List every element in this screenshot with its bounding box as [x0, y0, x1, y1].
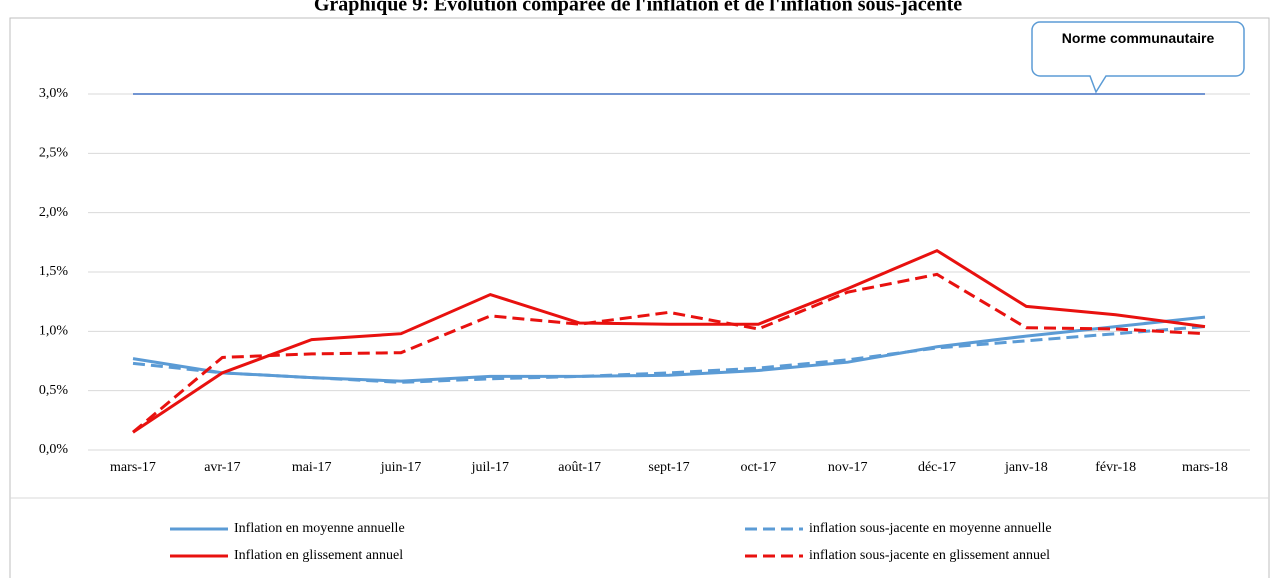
- y-tick-label: 1,0%: [39, 324, 69, 339]
- y-tick-label: 0,5%: [39, 383, 69, 398]
- legend-label: Inflation en moyenne annuelle: [234, 521, 405, 536]
- x-tick-label: mars-18: [1182, 460, 1228, 475]
- callout-text: Norme communautaire: [1061, 30, 1215, 46]
- legend-label: inflation sous-jacente en moyenne annuel…: [809, 521, 1052, 536]
- x-tick-label: sept-17: [648, 460, 689, 475]
- x-tick-label: déc-17: [918, 460, 956, 475]
- x-tick-label: mars-17: [110, 460, 156, 475]
- x-tick-label: févr-18: [1095, 460, 1136, 475]
- legend-label: Inflation en glissement annuel: [234, 548, 403, 563]
- x-tick-label: janv-18: [1004, 460, 1048, 475]
- y-tick-label: 1,5%: [39, 264, 69, 279]
- series-line: [132, 272, 1206, 434]
- x-tick-label: juil-17: [471, 460, 509, 475]
- x-tick-label: août-17: [558, 460, 601, 475]
- callout-box: [1031, 21, 1245, 94]
- x-tick-label: avr-17: [204, 460, 240, 475]
- series-line: [132, 248, 1206, 434]
- chart-title: Graphique 9: Évolution comparée de l'inf…: [314, 0, 962, 16]
- y-tick-label: 3,0%: [39, 86, 69, 101]
- y-tick-label: 2,0%: [39, 205, 69, 220]
- y-tick-label: 2,5%: [39, 146, 69, 161]
- x-tick-label: oct-17: [740, 460, 776, 475]
- legend-label: inflation sous-jacente en glissement ann…: [809, 548, 1050, 563]
- x-tick-label: nov-17: [828, 460, 868, 475]
- series-line: [132, 315, 1206, 383]
- x-tick-label: mai-17: [292, 460, 332, 475]
- y-tick-label: 0,0%: [39, 442, 69, 457]
- x-tick-label: juin-17: [380, 460, 421, 475]
- chart-border: [9, 17, 1270, 578]
